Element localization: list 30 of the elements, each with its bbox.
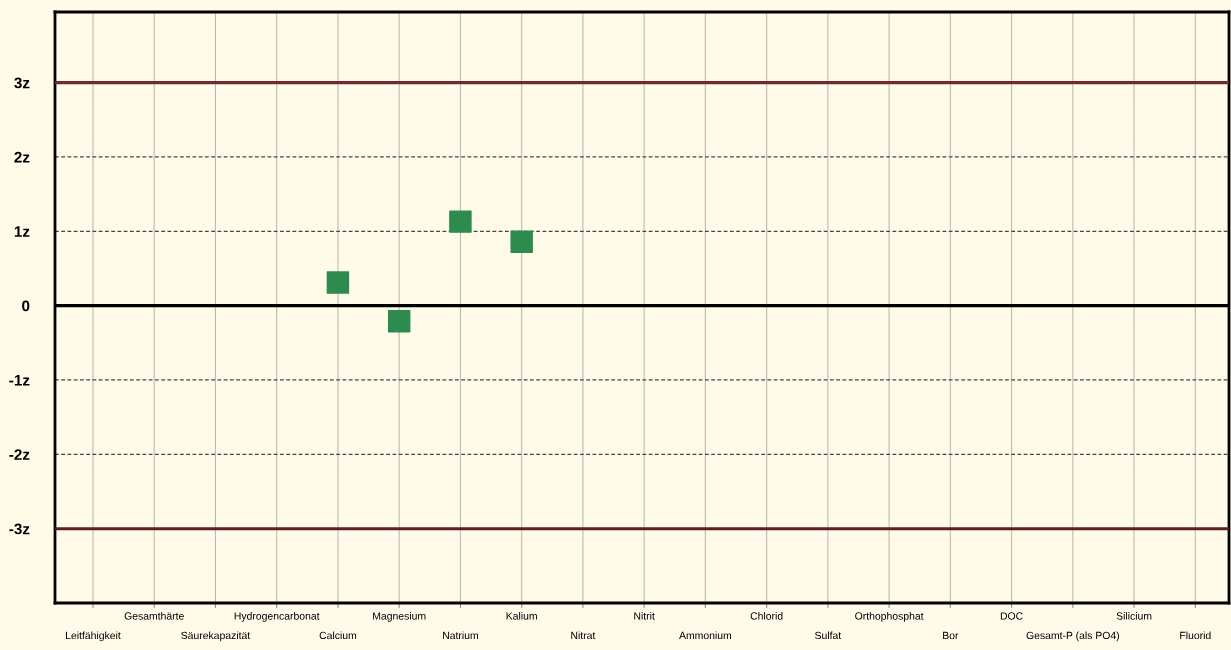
x-tick-label: Orthophosphat <box>855 612 924 622</box>
x-tick-label: Chlorid <box>750 612 783 620</box>
point <box>387 310 411 333</box>
point <box>510 230 533 253</box>
y-tick-label: 0 <box>22 300 30 312</box>
x-tick-label: Calcium <box>319 631 357 640</box>
x-tick-label: DOC <box>1000 612 1023 620</box>
y-tick-label: -3z <box>9 523 30 535</box>
x-tick-label: Ammonium <box>679 631 732 640</box>
x-tick-label: Hydrogencarbonat <box>234 612 320 622</box>
y-tick-label: -2z <box>9 449 30 460</box>
y-tick-label: 1z <box>14 226 30 237</box>
x-tick-label: Kalium <box>506 612 537 620</box>
x-tick-label: Gesamthärte <box>124 612 184 620</box>
y-tick-label: 2z <box>14 151 30 163</box>
point <box>326 271 350 294</box>
y-tick-label: -1z <box>9 375 30 386</box>
x-tick-label: Leitfähigkeit <box>66 631 121 642</box>
x-tick-label: Bor <box>943 631 959 640</box>
x-tick-label: Nitrit <box>634 612 655 620</box>
x-tick-label: Gesamt-P (als PO4) <box>1026 631 1119 642</box>
x-tick-label: Sulfat <box>815 631 842 640</box>
x-tick-label: Magnesium <box>373 612 426 622</box>
point <box>449 210 472 233</box>
x-tick-label: Silicium <box>1116 612 1152 620</box>
y-tick-label: 3z <box>14 77 30 89</box>
x-tick-label: Nitrat <box>571 631 596 640</box>
x-tick-label: Fluorid <box>1180 631 1211 640</box>
x-tick-label: Säurekapazität <box>181 631 251 642</box>
x-tick-label: Natrium <box>443 631 478 640</box>
